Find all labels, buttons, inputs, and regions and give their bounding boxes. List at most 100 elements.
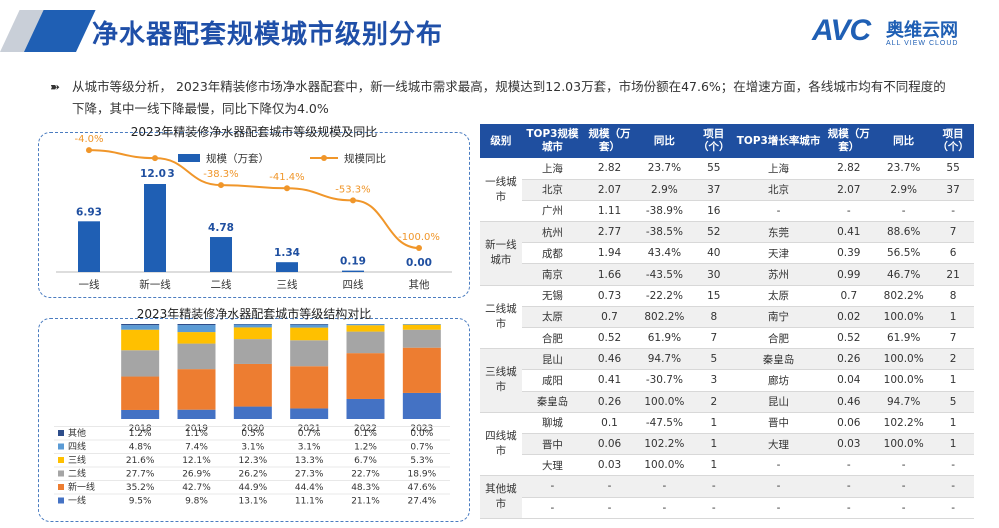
table-cell: 0.26 bbox=[583, 391, 636, 413]
stacked-segment bbox=[121, 409, 160, 419]
title-bar: 净水器配套规模城市级别分布 AVC 奥维云网 ALL VIEW CLOUD bbox=[0, 0, 999, 62]
stacked-segment bbox=[177, 409, 216, 419]
table-cell: 昆山 bbox=[734, 391, 823, 413]
table-cell: 100.0% bbox=[635, 454, 693, 477]
table-cell: 1 bbox=[932, 369, 974, 392]
table-cell: 1.66 bbox=[583, 263, 636, 286]
table-cell: 0.46 bbox=[822, 391, 876, 413]
table-cell: 北京 bbox=[734, 179, 823, 201]
table-cell: 0.02 bbox=[822, 306, 876, 329]
table-cell: 102.2% bbox=[875, 412, 933, 434]
scale-bar-label-newone: 12.0 bbox=[140, 168, 166, 180]
series-value: 3.1% bbox=[298, 443, 321, 453]
scale-chart-panel: 2023年精装修净水器配套城市等级规模及同比 bbox=[38, 125, 470, 298]
table-cell: 0.52 bbox=[583, 327, 636, 350]
stacked-segment bbox=[233, 339, 272, 364]
stacked-segment bbox=[346, 325, 385, 332]
series-value: 35.2% bbox=[126, 483, 155, 493]
legend-marker-yoy bbox=[321, 155, 327, 161]
city-level-cell: 二线城市 bbox=[480, 285, 522, 350]
stacked-segment bbox=[402, 329, 441, 348]
series-value: 22.7% bbox=[351, 470, 380, 480]
table-cell: 5 bbox=[692, 348, 735, 371]
table-cell: 8 bbox=[692, 306, 735, 329]
series-value: 4.8% bbox=[129, 443, 152, 453]
series-swatch bbox=[58, 470, 64, 477]
table-cell: 大理 bbox=[734, 433, 823, 456]
city-level-cell: 一线城市 bbox=[480, 158, 522, 223]
table-cell: - bbox=[692, 475, 735, 498]
table-cell: 1 bbox=[932, 412, 974, 434]
series-value: 0.7% bbox=[410, 443, 433, 453]
table-cell: 94.7% bbox=[875, 391, 933, 413]
table-cell: 0.26 bbox=[822, 348, 876, 371]
series-name: 二线 bbox=[68, 468, 86, 480]
table-cell: 0.7 bbox=[822, 285, 876, 307]
table-cell: 晋中 bbox=[521, 433, 584, 456]
table-cell: - bbox=[932, 475, 974, 498]
table-cell: 1 bbox=[692, 454, 735, 477]
table-cell: - bbox=[932, 200, 974, 223]
yoy-point bbox=[284, 185, 290, 192]
table-cell: -30.7% bbox=[635, 369, 693, 392]
bullet-arrow-icon: ➽ bbox=[50, 80, 61, 94]
series-value: 21.1% bbox=[351, 497, 380, 507]
stacked-segment bbox=[177, 369, 216, 410]
legend-label-yoy: 规模同比 bbox=[344, 152, 386, 165]
table-cell: 杭州 bbox=[521, 221, 584, 244]
table-cell: 东莞 bbox=[734, 221, 823, 244]
table-cell: -43.5% bbox=[635, 263, 693, 286]
series-value: 0.7% bbox=[298, 429, 321, 439]
table-cell: - bbox=[822, 200, 876, 223]
stacked-segment bbox=[121, 376, 160, 410]
table-cell: 100.0% bbox=[875, 348, 933, 371]
table-header-cell: TOP3规模城市 bbox=[521, 124, 584, 158]
table-cell: 1 bbox=[932, 306, 974, 329]
table-cell: 802.2% bbox=[635, 306, 693, 329]
series-value: 27.7% bbox=[126, 470, 155, 480]
structure-chart-title: 2023年精装修净水器配套城市等级结构对比 bbox=[136, 307, 372, 321]
table-header-row: 级别 TOP3规模城市 规模（万套） 同比 项目（个） TOP3增长率城市 规模（万套） 同比… bbox=[480, 124, 974, 158]
logo-avc-text: AVC bbox=[812, 14, 871, 47]
table-cell: 8 bbox=[932, 285, 974, 307]
year-tick-label: 2023 bbox=[410, 424, 433, 434]
table-cell: -38.5% bbox=[635, 221, 693, 244]
table-cell: 2.9% bbox=[635, 179, 693, 201]
table-cell: 61.9% bbox=[875, 327, 933, 350]
scale-bar bbox=[210, 237, 232, 272]
table-cell: 秦皇岛 bbox=[521, 391, 584, 413]
table-row: 二线城市 无锡 0.73 -22.2% 15 太原 0.7 802.2% 8 bbox=[480, 285, 974, 350]
scale-bar-label: 4.78 bbox=[208, 222, 234, 234]
series-name: 三线 bbox=[68, 454, 86, 466]
stacked-segment bbox=[290, 327, 329, 341]
table-cell: - bbox=[734, 454, 823, 477]
city-level-cell: 四线城市 bbox=[480, 412, 522, 477]
table-cell: - bbox=[635, 497, 693, 519]
table-header-cell: 规模（万套） bbox=[583, 124, 636, 158]
table-cell: 7 bbox=[932, 221, 974, 244]
table-header-cell: 规模（万套） bbox=[822, 124, 876, 158]
logo-en-text: ALL VIEW CLOUD bbox=[886, 40, 959, 47]
table-cell: 1.11 bbox=[583, 200, 636, 223]
table-cell: 7 bbox=[692, 327, 735, 350]
table-cell: 15 bbox=[692, 285, 735, 307]
table-row: 三线城市 昆山 0.46 94.7% 5 秦皇岛 0.26 100.0% 2 bbox=[480, 348, 974, 413]
category-tick-label: 新一线 bbox=[139, 278, 171, 291]
scale-bar-label: 0.19 bbox=[340, 256, 366, 268]
city-level-cell: 新一线城市 bbox=[480, 221, 522, 286]
scale-bar bbox=[342, 270, 364, 272]
year-tick-label: 2022 bbox=[354, 424, 377, 434]
stacked-segment bbox=[346, 331, 385, 354]
series-value: 3.1% bbox=[241, 443, 264, 453]
table-cell: -47.5% bbox=[635, 412, 693, 434]
table-cell: 0.73 bbox=[583, 285, 636, 307]
table-cell: - bbox=[822, 454, 876, 477]
table-cell: 23.7% bbox=[635, 158, 693, 180]
category-tick-label: 三线 bbox=[277, 278, 298, 291]
table-cell: 16 bbox=[692, 200, 735, 223]
table-cell: 0.41 bbox=[822, 221, 876, 244]
series-value: 1.2% bbox=[129, 429, 152, 439]
city-table-body: 一线城市 上海 2.82 23.7% 55 上海 2.82 23.7% 55 北京 2.07 2.9%… bbox=[480, 158, 974, 519]
table-row: 四线城市 聊城 0.1 -47.5% 1 晋中 0.06 102.2% 1 bbox=[480, 412, 974, 477]
stacked-segment bbox=[290, 324, 329, 325]
